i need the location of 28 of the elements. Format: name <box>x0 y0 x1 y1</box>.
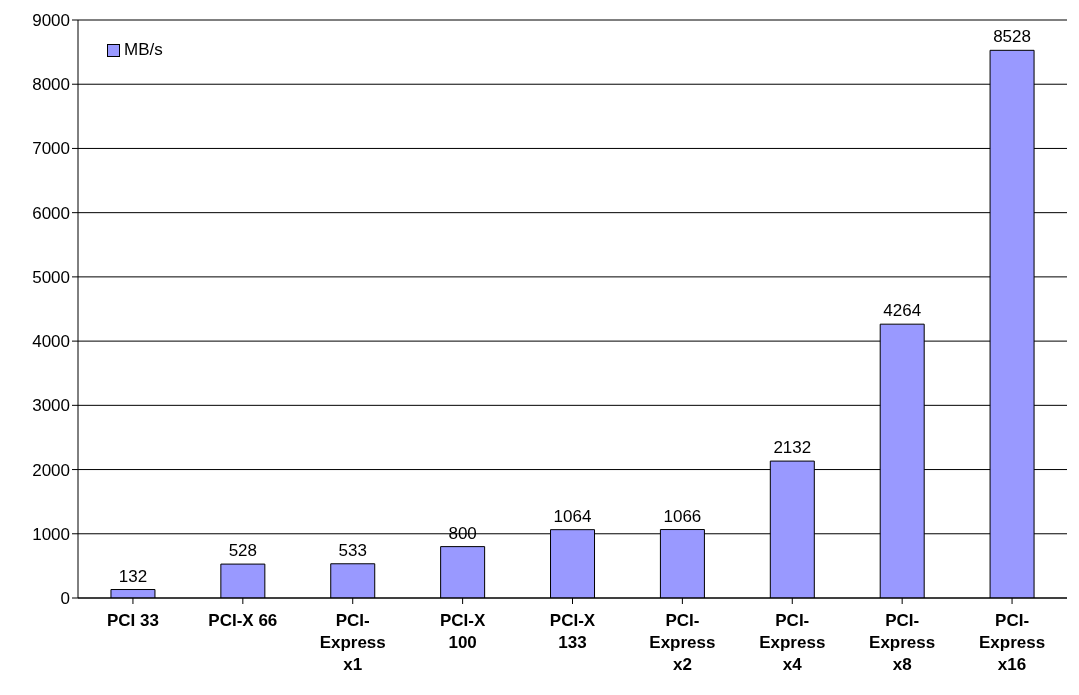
x-tick-label: PCI-Express x16 <box>978 611 1046 674</box>
x-tick-label: PCI-X 100 <box>439 611 486 652</box>
x-tick-label: PCI-Express x2 <box>649 611 716 674</box>
y-tick-label: 1000 <box>32 524 70 544</box>
data-label: 528 <box>228 541 258 561</box>
y-tick-label: 9000 <box>32 11 70 31</box>
x-tick-label: PCI-X 66 <box>208 611 278 630</box>
data-label: 1064 <box>553 506 592 526</box>
y-tick-label: 6000 <box>32 203 70 223</box>
data-label: 2132 <box>773 438 812 458</box>
y-tick-label: 4000 <box>32 332 70 352</box>
y-tick-label: 0 <box>60 589 70 609</box>
x-tick-label: PCI-X 133 <box>549 611 596 652</box>
y-tick-label: 3000 <box>32 396 70 416</box>
x-tick-label: PCI-Express x1 <box>319 611 386 674</box>
x-tick-label: PCI-Express x8 <box>869 611 936 674</box>
data-label: 8528 <box>993 27 1031 47</box>
y-tick-label: 2000 <box>32 460 70 480</box>
x-tick-label: PCI 33 <box>106 611 159 630</box>
data-label: 533 <box>338 540 367 560</box>
y-tick-label: 5000 <box>32 267 70 287</box>
y-tick-label: 7000 <box>32 139 70 159</box>
x-tick-label: PCI-Express x4 <box>759 611 826 674</box>
data-label: 4264 <box>883 301 922 321</box>
data-label: 1066 <box>663 506 702 526</box>
data-label: 132 <box>118 566 148 586</box>
legend-label: MB/s <box>124 40 163 60</box>
y-tick-label: 8000 <box>32 75 70 95</box>
